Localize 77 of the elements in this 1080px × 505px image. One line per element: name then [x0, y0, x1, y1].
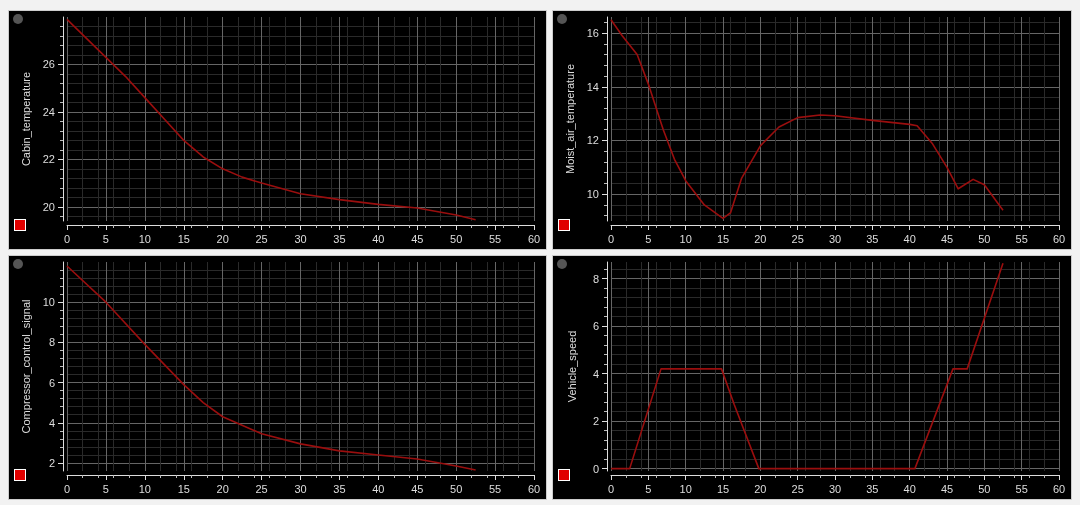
x-tick-label: 10 [138, 482, 151, 495]
x-tick-label: 35 [866, 232, 879, 245]
x-tick-label: 5 [645, 232, 652, 245]
x-tick-label: 0 [63, 232, 71, 245]
line-series [610, 18, 1004, 220]
line-series [66, 265, 477, 471]
x-tick-label: 45 [940, 232, 954, 245]
x-tick-label: 5 [102, 482, 109, 495]
y-tick-label: 6 [592, 320, 599, 333]
x-tick-label: 40 [903, 482, 916, 495]
x-tick-label: 60 [1052, 482, 1066, 495]
y-tick-label: 20 [42, 200, 55, 213]
y-tick-label: 2 [48, 456, 55, 469]
x-tick-label: 60 [527, 482, 541, 495]
y-tick-label: 0 [592, 462, 599, 475]
x-tick-label: 50 [978, 482, 991, 495]
y-tick-label: 14 [586, 80, 599, 93]
x-tick-label: 15 [177, 232, 190, 245]
x-tick-label: 35 [333, 482, 346, 495]
x-tick-label: 55 [1015, 482, 1028, 495]
x-tick-label: 0 [63, 482, 71, 495]
x-tick-label: 20 [754, 232, 767, 245]
line-series [66, 18, 477, 221]
y-tick-label: 22 [42, 153, 55, 166]
y-tick-label: 12 [586, 134, 599, 147]
x-tick-label: 25 [255, 482, 268, 495]
x-tick-label: 55 [1015, 232, 1028, 245]
x-tick-label: 25 [255, 232, 268, 245]
x-tick-label: 50 [978, 232, 991, 245]
y-tick-label: 10 [586, 188, 599, 201]
x-tick-label: 45 [940, 482, 954, 495]
y-axis-title: Moist_air_temperature [564, 63, 577, 175]
x-tick-label: 25 [791, 232, 804, 245]
x-tick-label: 35 [866, 482, 879, 495]
x-tick-label: 20 [216, 232, 229, 245]
x-tick-label: 5 [645, 482, 652, 495]
x-tick-label: 20 [754, 482, 767, 495]
y-tick-label: 8 [48, 336, 55, 349]
x-tick-label: 40 [372, 482, 385, 495]
y-tick-label: 26 [42, 58, 55, 71]
x-tick-label: 30 [294, 232, 307, 245]
x-tick-label: 10 [679, 232, 692, 245]
x-tick-label: 40 [903, 232, 916, 245]
x-tick-label: 30 [828, 232, 842, 245]
x-tick-label: 50 [450, 232, 463, 245]
y-tick-label: 10 [42, 296, 55, 309]
y-tick-label: 2 [592, 415, 599, 428]
x-tick-label: 10 [679, 482, 692, 495]
y-axis-title: Cabin_temperature [20, 71, 33, 167]
y-tick-label: 24 [42, 105, 55, 118]
x-tick-label: 15 [716, 232, 730, 245]
y-axis-title: Compressor_control_signal [20, 299, 33, 434]
x-tick-label: 25 [791, 482, 804, 495]
x-tick-label: 0 [607, 232, 615, 245]
y-axis-title: Vehicle_speed [565, 330, 578, 403]
y-tick-label: 4 [592, 367, 599, 380]
x-tick-label: 0 [607, 482, 615, 495]
x-tick-label: 35 [333, 232, 346, 245]
y-tick-label: 16 [586, 27, 599, 40]
x-tick-label: 30 [294, 482, 307, 495]
y-tick-label: 6 [48, 376, 55, 389]
x-tick-label: 10 [138, 232, 151, 245]
y-tick-label: 8 [592, 272, 599, 285]
x-tick-label: 15 [177, 482, 190, 495]
x-tick-label: 20 [216, 482, 229, 495]
x-tick-label: 60 [527, 232, 541, 245]
x-tick-label: 50 [450, 482, 463, 495]
x-tick-label: 40 [372, 232, 385, 245]
x-tick-label: 45 [411, 232, 424, 245]
x-tick-label: 5 [102, 232, 109, 245]
y-tick-label: 4 [48, 416, 55, 429]
x-tick-label: 15 [716, 482, 730, 495]
x-tick-label: 60 [1052, 232, 1066, 245]
x-tick-label: 55 [488, 232, 502, 245]
x-tick-label: 55 [488, 482, 502, 495]
x-tick-label: 30 [828, 482, 842, 495]
x-tick-label: 45 [411, 482, 424, 495]
